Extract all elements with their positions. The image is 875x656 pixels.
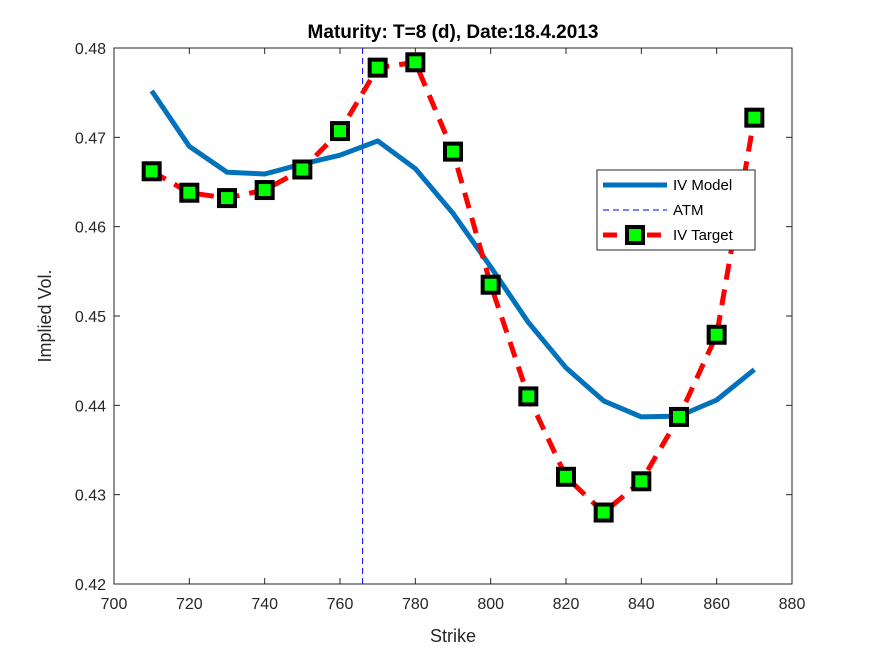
y-tick-label: 0.43 <box>75 488 106 505</box>
x-tick-label: 740 <box>251 596 278 613</box>
y-axis-label: Implied Vol. <box>35 269 55 362</box>
iv-target-point <box>706 324 727 345</box>
iv-target-point <box>179 182 200 203</box>
ticks-layer: 700 720 740 760 780 800 820 840 860 880 0.42 0.43 0.… <box>75 41 806 613</box>
iv-target-point <box>254 180 275 201</box>
iv-model-line <box>149 89 756 420</box>
x-tick-label: 840 <box>628 596 655 613</box>
y-tick-label: 0.47 <box>75 130 106 147</box>
y-tick-label: 0.45 <box>75 309 106 326</box>
x-tick-label: 880 <box>779 596 806 613</box>
iv-target-point <box>443 141 463 162</box>
legend-label-atm: ATM <box>673 202 704 219</box>
iv-target-point <box>518 386 539 407</box>
legend-swatch-iv-target-marker <box>625 225 645 245</box>
iv-target-point <box>556 466 576 487</box>
iv-target-point <box>405 52 426 73</box>
iv-target-point <box>480 274 501 295</box>
y-tick-label: 0.46 <box>75 220 106 237</box>
iv-target-point <box>330 121 350 142</box>
x-tick-label: 780 <box>402 596 429 613</box>
plot-area <box>114 48 792 584</box>
chart-title: Maturity: T=8 (d), Date:18.4.2013 <box>308 22 599 43</box>
legend-label-iv-model: IV Model <box>673 177 732 194</box>
iv-target-point <box>593 502 614 523</box>
iv-target-point <box>744 107 765 128</box>
iv-target-point <box>367 57 388 78</box>
series-layer <box>141 48 765 584</box>
y-tick-label: 0.48 <box>75 41 106 58</box>
y-tick-label: 0.42 <box>75 577 106 594</box>
x-axis-label: Strike <box>430 626 476 646</box>
iv-target-point <box>292 159 313 180</box>
x-tick-label: 760 <box>327 596 354 613</box>
legend-label-iv-target: IV Target <box>673 227 734 244</box>
iv-target-point <box>669 406 689 427</box>
x-tick-label: 720 <box>176 596 203 613</box>
x-tick-label: 800 <box>477 596 504 613</box>
x-tick-label: 700 <box>101 596 128 613</box>
iv-target-point <box>141 161 162 182</box>
iv-target-point <box>217 188 237 209</box>
y-tick-label: 0.44 <box>75 398 106 415</box>
legend: IV Model ATM IV Target <box>596 169 756 251</box>
x-tick-label: 860 <box>703 596 730 613</box>
iv-target-point <box>631 471 652 492</box>
x-tick-label: 820 <box>553 596 580 613</box>
